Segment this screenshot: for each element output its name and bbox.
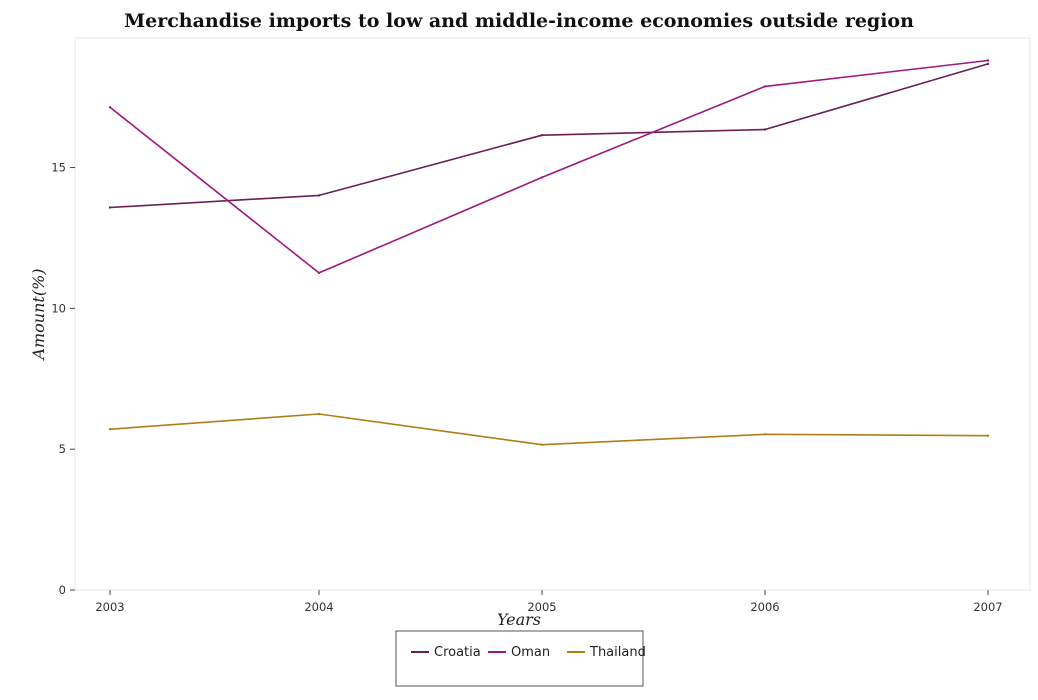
data-point-thailand bbox=[986, 434, 990, 437]
y-tick-label: 15 bbox=[51, 161, 66, 175]
series-layer bbox=[108, 59, 990, 446]
data-point-oman bbox=[986, 59, 990, 62]
data-point-oman bbox=[763, 85, 767, 88]
legend-label-oman: Oman bbox=[511, 645, 550, 660]
y-tick-label: 10 bbox=[51, 301, 66, 315]
series-line-croatia bbox=[109, 63, 989, 209]
data-point-croatia bbox=[986, 62, 990, 66]
x-tick-label: 2004 bbox=[304, 600, 333, 614]
data-point-croatia bbox=[763, 128, 767, 131]
plot-area bbox=[74, 37, 1031, 591]
data-point-thailand bbox=[763, 433, 767, 436]
x-axis-label: Years bbox=[497, 610, 541, 629]
legend-label-croatia: Croatia bbox=[434, 645, 481, 660]
legend-label-thailand: Thailand bbox=[589, 645, 646, 660]
series-line-thailand bbox=[109, 413, 989, 446]
data-point-croatia bbox=[317, 194, 321, 197]
y-tick-label: 0 bbox=[59, 583, 66, 597]
data-point-oman bbox=[540, 176, 544, 179]
y-axis-label: Amount(%) bbox=[29, 268, 48, 361]
x-tick-label: 2006 bbox=[750, 600, 779, 614]
data-point-croatia bbox=[540, 134, 544, 137]
y-axis-ticks: 0 5 10 15 bbox=[51, 161, 75, 597]
x-tick-label: 2007 bbox=[973, 600, 1002, 614]
legend-box bbox=[395, 630, 644, 687]
data-point-oman bbox=[317, 271, 321, 275]
series-line-oman bbox=[109, 59, 989, 274]
x-tick-label: 2003 bbox=[95, 600, 124, 614]
y-tick-label: 5 bbox=[59, 442, 66, 456]
legend: Croatia Oman Thailand bbox=[395, 630, 646, 687]
data-point-thailand bbox=[108, 428, 112, 431]
data-point-thailand bbox=[540, 443, 544, 446]
chart-title: Merchandise imports to low and middle-in… bbox=[124, 10, 914, 32]
data-point-oman bbox=[108, 106, 112, 109]
data-point-thailand bbox=[317, 412, 321, 416]
x-axis-ticks: 2003 2004 2005 2006 2007 bbox=[95, 590, 1003, 614]
data-point-croatia bbox=[108, 206, 112, 209]
x-tick-label: 2005 bbox=[527, 600, 556, 614]
